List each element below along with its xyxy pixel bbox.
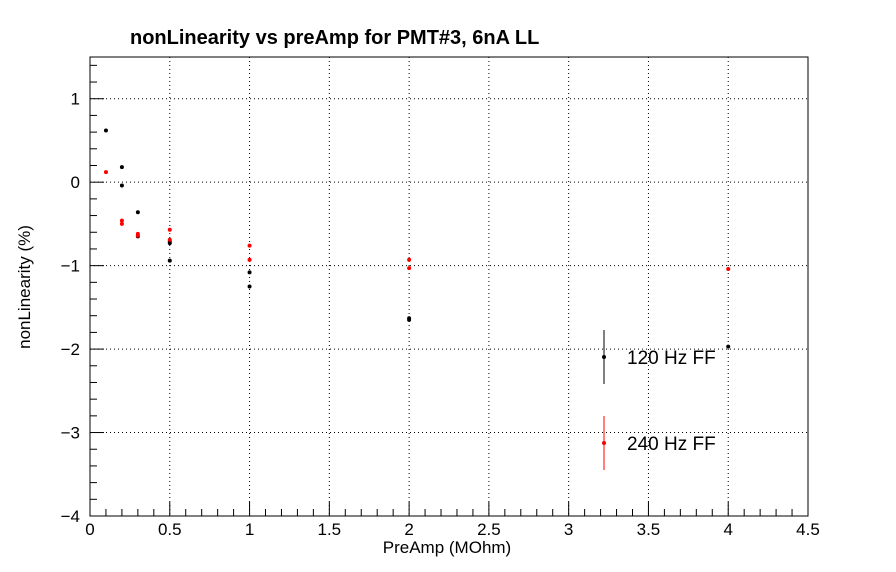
x-tick-label: 2 [404, 520, 413, 539]
data-point [119, 165, 124, 170]
x-tick-label: 1 [245, 520, 254, 539]
data-point [407, 257, 412, 262]
y-tick-label: −3 [61, 424, 80, 443]
y-tick-label: −4 [61, 507, 80, 526]
data-point [247, 257, 252, 262]
data-points [103, 128, 731, 349]
legend: 120 Hz FF 240 Hz FF [602, 330, 716, 470]
data-point [167, 227, 172, 232]
y-tick-label: 0 [71, 173, 80, 192]
x-tick-label: 0.5 [158, 520, 182, 539]
x-tick-label: 1.5 [318, 520, 342, 539]
chart-title: nonLinearity vs preAmp for PMT#3, 6nA LL [130, 27, 539, 49]
data-point [726, 344, 731, 349]
data-point [119, 218, 124, 223]
data-point [135, 233, 140, 238]
data-point [119, 183, 124, 188]
legend-marker [602, 355, 606, 359]
y-axis-label: nonLinearity (%) [15, 225, 34, 349]
data-point [407, 266, 412, 271]
x-tick-label: 2.5 [477, 520, 501, 539]
data-point [247, 284, 252, 289]
legend-label: 240 Hz FF [627, 434, 716, 455]
data-point [119, 221, 124, 226]
grid-lines [90, 57, 808, 516]
x-tick-label: 0 [85, 520, 94, 539]
x-tick-label: 3.5 [637, 520, 661, 539]
y-tick-label: −2 [61, 340, 80, 359]
y-tick-label: 1 [71, 90, 80, 109]
legend-label: 120 Hz FF [627, 348, 716, 369]
data-point [247, 243, 252, 248]
x-tick-label: 4.5 [796, 520, 820, 539]
plot-frame [89, 56, 809, 517]
x-tick-label: 4 [723, 520, 732, 539]
legend-entry: 120 Hz FF [602, 330, 716, 384]
data-point [167, 241, 172, 246]
axes: 0 0.5 1 1.5 2 2.5 3 3.5 4 4.5 −4 −3 −2 −1 0 1 [61, 56, 820, 539]
x-axis-label: PreAmp (MOhm) [383, 538, 511, 557]
data-point [247, 270, 252, 275]
x-tick-label: 3 [564, 520, 573, 539]
data-point [103, 128, 108, 133]
data-point [103, 170, 108, 175]
data-point [167, 237, 172, 242]
data-point [726, 266, 731, 271]
legend-marker [602, 441, 606, 445]
data-point [135, 210, 140, 215]
legend-entry: 240 Hz FF [602, 416, 716, 470]
y-tick-label: −1 [61, 257, 80, 276]
data-point [167, 258, 172, 263]
data-point [407, 317, 412, 322]
